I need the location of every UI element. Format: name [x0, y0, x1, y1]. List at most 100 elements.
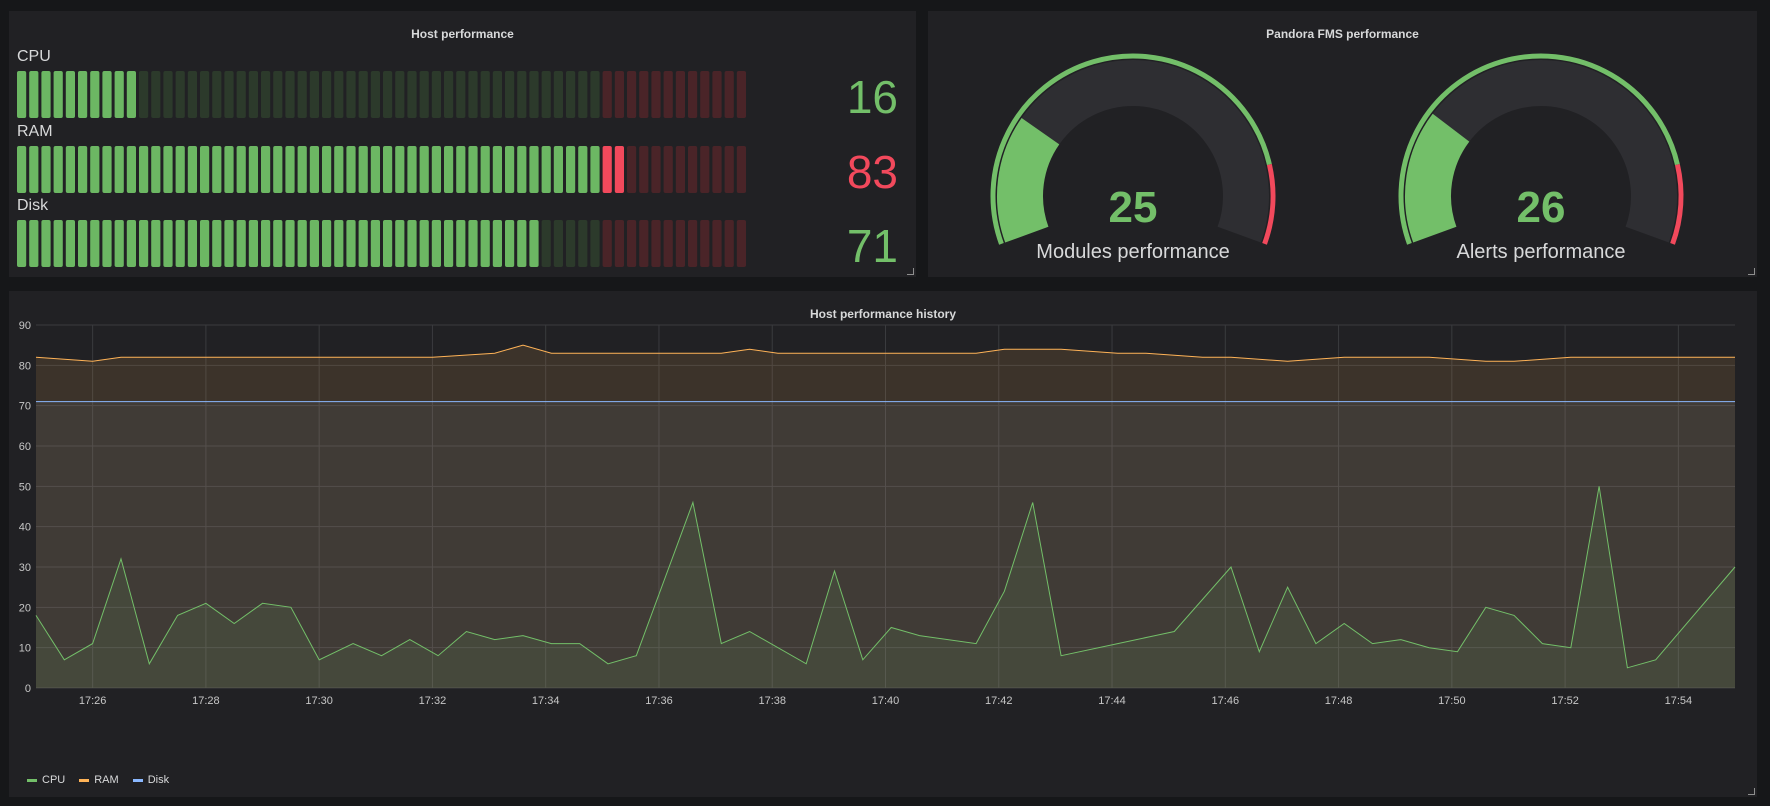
bar-cell: [383, 146, 393, 193]
bar-cell: [163, 71, 173, 118]
ram-bar-label: RAM: [17, 123, 53, 140]
legend-item-disk[interactable]: Disk: [132, 774, 169, 786]
bar-cell: [41, 220, 51, 267]
y-tick-label: 70: [19, 401, 31, 413]
gauge-threshold-ok: [990, 53, 1272, 245]
bar-cell: [334, 220, 344, 267]
host-performance-history-panel: Host performance history 0 10 20 30 40 50 60 70…: [9, 291, 1757, 797]
bar-cell: [468, 71, 478, 118]
bar-cell: [444, 71, 454, 118]
panel-title: Host performance history: [809, 307, 957, 321]
bar-cell: [700, 146, 710, 193]
bar-cell: [419, 146, 429, 193]
x-tick-label: 17:44: [1098, 695, 1126, 707]
bar-cell: [505, 71, 515, 118]
bar-cell: [78, 71, 88, 118]
y-tick-label: 80: [19, 360, 31, 372]
bar-cell: [346, 146, 356, 193]
bar-cell: [444, 146, 454, 193]
bar-cell: [712, 71, 722, 118]
legend-item-cpu[interactable]: CPU: [27, 774, 65, 786]
bar-cell: [187, 71, 197, 118]
bar-cell: [175, 220, 185, 267]
bar-cell: [444, 220, 454, 267]
modules-performance-label: Modules performance: [1036, 241, 1230, 263]
bar-cell: [675, 71, 685, 118]
bar-cell: [212, 220, 222, 267]
bar-cell: [505, 220, 515, 267]
bar-cell: [114, 146, 124, 193]
bar-cell: [505, 146, 515, 193]
x-tick-label: 17:40: [872, 695, 900, 707]
bar-cell: [139, 220, 149, 267]
bar-cell: [590, 146, 600, 193]
bar-cell: [126, 146, 136, 193]
bar-cell: [151, 146, 161, 193]
panel-resize-handle[interactable]: [1748, 788, 1755, 795]
bar-cell: [370, 220, 380, 267]
bar-cell: [285, 220, 295, 267]
bar-cell: [639, 71, 649, 118]
bar-cell: [212, 146, 222, 193]
bar-cell: [346, 71, 356, 118]
bar-cell: [407, 146, 417, 193]
series-area-ram: [36, 345, 1735, 688]
panel-resize-handle[interactable]: [907, 268, 914, 275]
bar-cell: [273, 71, 283, 118]
bar-cell: [163, 220, 173, 267]
y-tick-label: 30: [19, 562, 31, 574]
bar-cell: [29, 220, 39, 267]
panel-title: Host performance: [411, 27, 514, 41]
bar-cell: [126, 71, 136, 118]
bar-cell: [431, 146, 441, 193]
bar-cell: [407, 220, 417, 267]
chart-legend: CPU RAM Disk: [27, 774, 169, 786]
bar-cell: [688, 71, 698, 118]
bar-cell: [566, 71, 576, 118]
bar-cell: [517, 71, 527, 118]
bar-cell: [212, 71, 222, 118]
panel-resize-handle[interactable]: [1748, 268, 1755, 275]
bar-cell: [163, 146, 173, 193]
bar-cell: [407, 71, 417, 118]
series-area-cpu: [36, 486, 1735, 688]
disk-bar-label: Disk: [17, 197, 49, 214]
bar-cell: [309, 220, 319, 267]
bar-cell: [248, 220, 258, 267]
bar-cell: [358, 220, 368, 267]
history-line-chart[interactable]: 0 10 20 30 40 50 60 70 80 90 17:26 17:28 17:30 17:32 1…: [9, 321, 1757, 771]
modules-performance-gauge: 25 Modules performance: [973, 41, 1293, 277]
bar-cell: [651, 71, 661, 118]
legend-swatch: [132, 778, 143, 782]
gauge-value-arc: [1405, 113, 1470, 243]
bar-cell: [736, 220, 746, 267]
bar-cell: [29, 71, 39, 118]
bar-cell: [492, 146, 502, 193]
bar-cell: [651, 220, 661, 267]
bar-cell: [529, 71, 539, 118]
x-tick-label: 17:28: [192, 695, 220, 707]
bar-cell: [553, 220, 563, 267]
bar-cell: [102, 71, 112, 118]
bar-cell: [322, 71, 332, 118]
bar-cell: [541, 71, 551, 118]
panel-title: Pandora FMS performance: [1266, 27, 1419, 41]
bar-cell: [578, 220, 588, 267]
bar-cell: [675, 220, 685, 267]
legend-item-ram[interactable]: RAM: [79, 774, 119, 786]
bar-cell: [273, 146, 283, 193]
series-area-disk: [36, 401, 1735, 688]
alerts-performance-label: Alerts performance: [1456, 241, 1626, 263]
bar-cell: [29, 146, 39, 193]
series-line-cpu[interactable]: [35, 486, 1736, 669]
x-tick-label: 17:54: [1665, 695, 1693, 707]
bar-cell: [566, 146, 576, 193]
x-tick-label: 17:50: [1438, 695, 1466, 707]
bar-cell: [370, 146, 380, 193]
bar-cell: [334, 146, 344, 193]
bar-cell: [700, 71, 710, 118]
bar-cell: [663, 71, 673, 118]
series-line-ram[interactable]: [35, 344, 1735, 362]
bar-cell: [480, 146, 490, 193]
bar-cell: [285, 146, 295, 193]
